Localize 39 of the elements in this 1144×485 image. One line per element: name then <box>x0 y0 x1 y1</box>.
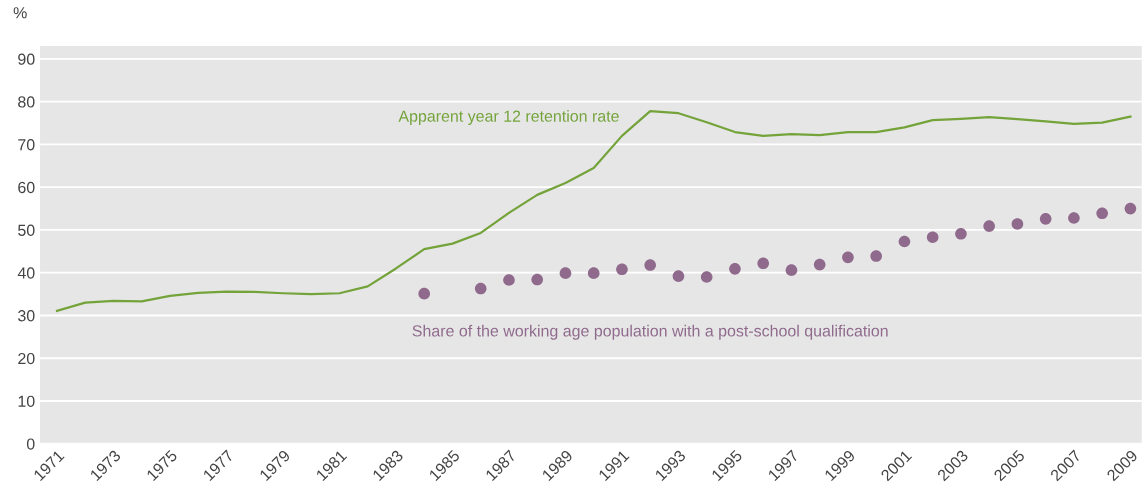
series-label: Apparent year 12 retention rate <box>398 110 619 125</box>
point <box>1124 202 1137 215</box>
point <box>418 287 431 300</box>
point <box>870 250 882 262</box>
y-tick-label: 0 <box>26 438 35 450</box>
point <box>983 220 995 232</box>
point <box>813 258 826 271</box>
point <box>955 228 967 240</box>
point <box>700 271 713 283</box>
point <box>672 270 685 282</box>
y-tick-label: 90 <box>18 53 35 65</box>
point <box>1039 213 1052 225</box>
point <box>757 257 769 270</box>
point <box>785 264 798 276</box>
y-tick-label: 40 <box>17 267 35 279</box>
y-tick-label: 10 <box>18 395 35 407</box>
y-axis-title: % <box>13 7 27 19</box>
point <box>644 259 657 271</box>
point <box>474 282 487 295</box>
y-tick-label: 80 <box>18 96 35 108</box>
point <box>587 267 600 279</box>
point <box>842 251 854 264</box>
y-tick-label: 50 <box>18 224 35 236</box>
point <box>926 231 939 244</box>
point <box>1096 207 1108 220</box>
point <box>559 267 572 279</box>
point <box>1068 212 1080 224</box>
y-tick-label: 60 <box>18 181 35 194</box>
series-label: Share of the working age population with a post-school qualification <box>412 324 888 340</box>
point <box>503 274 515 286</box>
y-tick-label: 70 <box>18 139 35 151</box>
point <box>531 273 544 286</box>
y-tick-label: 30 <box>18 310 35 322</box>
point <box>729 263 741 275</box>
y-tick-label: 20 <box>18 352 35 365</box>
point <box>616 263 628 276</box>
line-series <box>55 109 1132 312</box>
point <box>898 235 911 248</box>
point <box>1011 218 1024 230</box>
